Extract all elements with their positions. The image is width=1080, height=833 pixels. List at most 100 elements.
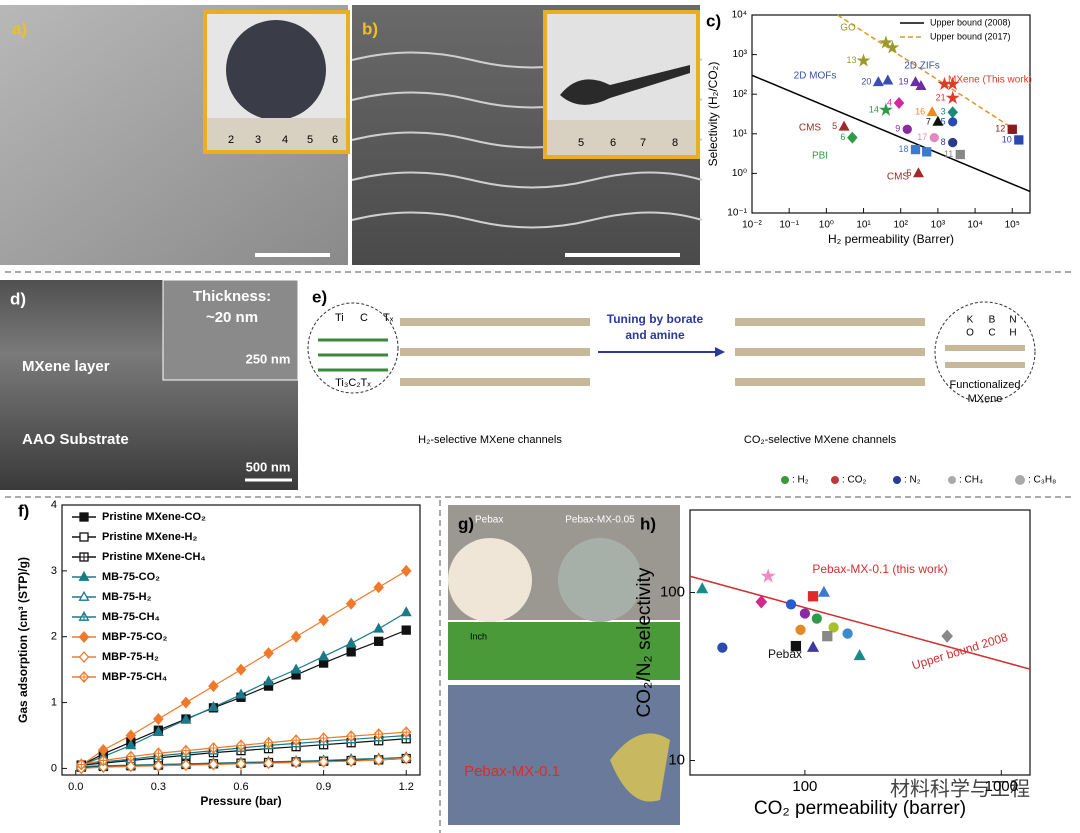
point-label: 11 xyxy=(944,149,953,159)
x-axis-label: CO₂ permeability (barrer) xyxy=(754,798,966,819)
panel-label: b) xyxy=(362,19,378,38)
series-line xyxy=(751,74,1031,193)
point-label: 4 xyxy=(887,97,892,107)
marker xyxy=(882,74,894,85)
ruler-label: 3 xyxy=(255,134,261,146)
marker xyxy=(828,622,839,633)
point-label: 5 xyxy=(906,168,911,178)
marker xyxy=(401,625,411,635)
y-tick-label: 10 xyxy=(668,751,685,768)
marker xyxy=(853,649,866,661)
marker xyxy=(345,597,357,610)
y-tick-label: 0 xyxy=(51,762,57,774)
marker xyxy=(180,713,192,724)
inset xyxy=(162,279,299,381)
panel-label: d) xyxy=(10,289,26,308)
marker xyxy=(929,132,939,143)
legend-marker xyxy=(78,570,90,581)
marker xyxy=(795,624,806,635)
membrane xyxy=(226,20,326,120)
legend-label: Pristine MXene-CH₄ xyxy=(102,551,206,563)
caption: CO₂-selective MXene channels xyxy=(744,434,897,446)
element-label: N xyxy=(1009,315,1016,326)
membrane xyxy=(610,733,670,802)
marker xyxy=(290,663,302,674)
marker xyxy=(374,636,384,646)
layers xyxy=(351,51,703,229)
marker xyxy=(290,630,302,643)
legend-label: Pristine MXene-H₂ xyxy=(102,531,197,543)
annotation: Pebax xyxy=(768,647,802,661)
panel-label: g) xyxy=(458,514,474,533)
membrane xyxy=(558,538,642,622)
marker xyxy=(125,760,137,773)
marker-cross xyxy=(347,732,356,741)
marker xyxy=(941,629,953,643)
element-label: C xyxy=(988,328,995,339)
legend-label: Upper bound (2008) xyxy=(930,17,1011,27)
marker-cross xyxy=(126,752,135,761)
annotation: CMS xyxy=(887,172,910,183)
x-tick-label: 10⁴ xyxy=(967,220,982,231)
marker xyxy=(400,752,412,765)
y-axis-label: Selectivity (H₂/CO₂) xyxy=(706,62,720,167)
point-label: 3 xyxy=(941,107,946,117)
annotation: Pebax-MX-0.1 (this work) xyxy=(812,562,947,576)
marker xyxy=(153,759,164,772)
y-tick-label: 10⁻¹ xyxy=(727,208,747,219)
ruler-label: 5 xyxy=(578,137,584,149)
element-label: O xyxy=(966,328,974,339)
marker xyxy=(235,663,247,676)
scale-label: 500 nm xyxy=(246,459,291,474)
legend-label: Pristine MXene-CO₂ xyxy=(102,511,206,523)
legend-marker xyxy=(78,631,90,643)
element-label: H xyxy=(1009,328,1016,339)
y-tick-label: 4 xyxy=(51,499,57,511)
marker xyxy=(785,599,797,610)
marker xyxy=(125,729,137,742)
marker xyxy=(373,581,384,594)
x-tick-label: 0.6 xyxy=(233,781,248,793)
plot-frame xyxy=(689,509,1031,776)
x-tick-label: 0.3 xyxy=(151,781,166,793)
legend-label: : CH₄ xyxy=(959,475,983,486)
x-tick-label: 10⁰ xyxy=(819,220,834,231)
marker-cross xyxy=(374,730,383,739)
marker xyxy=(847,131,858,144)
marker xyxy=(696,582,709,594)
formula: Ti₃C₂Tₓ xyxy=(335,377,371,389)
layer xyxy=(945,362,1025,368)
point-label: 18 xyxy=(899,144,909,154)
marker xyxy=(373,753,384,766)
caption: MXene xyxy=(968,393,1003,405)
arrow-text: and amine xyxy=(625,328,685,342)
marker xyxy=(263,675,275,686)
marker xyxy=(1014,135,1024,145)
marker xyxy=(910,144,921,155)
legend-label: MBP-75-CH₄ xyxy=(102,671,167,683)
x-tick-label: 10⁻¹ xyxy=(779,220,799,231)
panel-e: e) Ti C Tₓ Ti₃C₂Tₓ Tuning by borate and … xyxy=(307,287,1056,486)
y-axis-label: Gas adsorption (cm³ (STP)/g) xyxy=(16,557,30,723)
legend-label: : CO₂ xyxy=(842,475,867,486)
ruler-label: 4 xyxy=(282,134,288,146)
caption: Functionalized xyxy=(950,379,1021,391)
point-label: 12 xyxy=(995,124,1005,134)
annotation: ~20 nm xyxy=(206,309,258,326)
y-tick-label: 100 xyxy=(660,584,685,601)
point-label: 20 xyxy=(861,77,871,87)
y-tick-label: 1 xyxy=(51,696,57,708)
point-label: 14 xyxy=(869,104,879,114)
marker xyxy=(878,102,893,116)
marker xyxy=(235,757,247,770)
marker xyxy=(932,115,944,126)
panel-d: d) Thickness: ~20 nm 250 nm MXene layer … xyxy=(0,279,299,490)
marker-cross xyxy=(99,756,108,765)
marker xyxy=(945,76,960,90)
arrow-text: Tuning by borate xyxy=(607,312,704,326)
marker xyxy=(856,53,871,67)
marker xyxy=(948,117,958,127)
marker-cross xyxy=(154,749,163,758)
point-label: 10 xyxy=(1002,134,1012,144)
